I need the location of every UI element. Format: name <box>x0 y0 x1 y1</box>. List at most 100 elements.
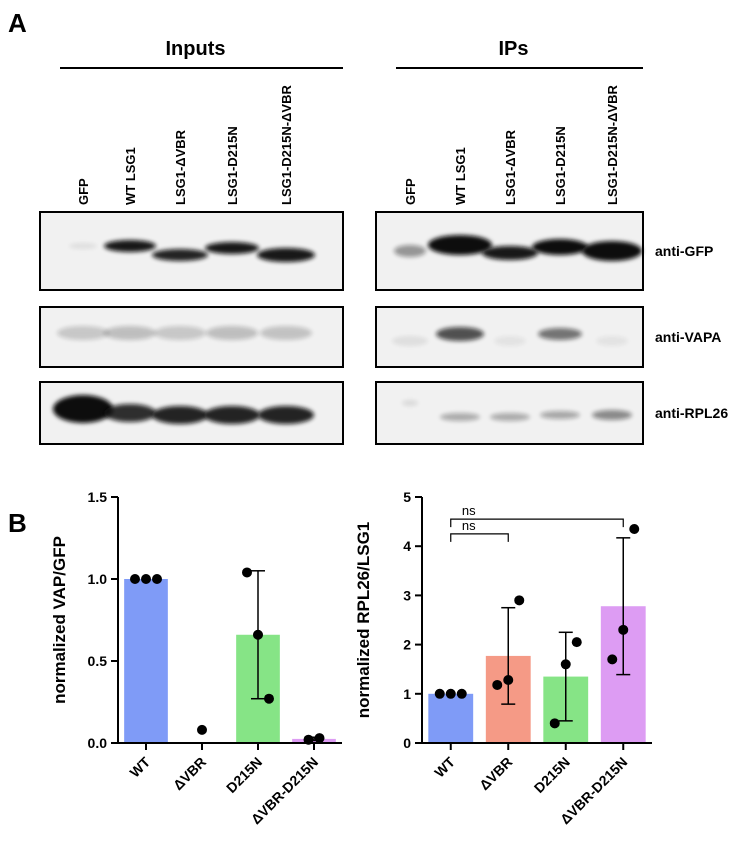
blot-band <box>205 242 259 254</box>
data-point <box>197 724 207 735</box>
blot-band <box>436 327 484 341</box>
blot-frame <box>39 211 344 291</box>
blot-band <box>490 413 530 421</box>
antibody-label: anti-GFP <box>655 243 713 259</box>
bar <box>428 693 474 743</box>
y-tick-label: 0.5 <box>88 653 108 669</box>
y-axis-label: normalized VAP/GFP <box>50 536 69 704</box>
data-point <box>242 567 252 578</box>
blot-frame <box>39 306 344 368</box>
lane-label: LSG1-D215N-ΔVBR <box>605 85 620 205</box>
blot-frame <box>375 306 644 368</box>
y-tick-label: 2 <box>403 637 411 653</box>
data-point <box>434 688 445 699</box>
significance-bracket <box>450 533 509 542</box>
significance-label: ns <box>462 503 476 518</box>
data-point <box>253 629 263 640</box>
blot-frame <box>375 211 644 291</box>
lane-label: GFP <box>76 178 91 205</box>
blot-band <box>154 326 206 340</box>
blot-band <box>260 326 312 340</box>
blot-band <box>104 326 156 340</box>
blot-band <box>394 245 426 257</box>
panel-label: A <box>8 8 27 38</box>
data-point <box>264 693 274 704</box>
blot-band <box>402 400 418 406</box>
blot-band <box>69 243 97 249</box>
error-bar <box>501 606 516 705</box>
x-tick-label: WT <box>126 753 153 780</box>
antibody-label: anti-RPL26 <box>655 405 728 421</box>
blot-band <box>152 249 208 261</box>
data-point <box>130 574 140 584</box>
blot-band <box>206 326 258 340</box>
x-tick-label: ΔVBR <box>476 754 515 793</box>
blot-frame <box>39 381 344 445</box>
blot-band <box>596 336 628 346</box>
blot-band <box>532 239 588 255</box>
blot-band <box>57 326 109 340</box>
panel-label: B <box>8 508 27 538</box>
significance-label: ns <box>462 518 476 533</box>
error-bar <box>616 537 631 676</box>
y-tick-label: 3 <box>403 587 411 603</box>
y-tick-label: 1.5 <box>88 489 108 505</box>
x-tick-label: D215N <box>223 754 265 796</box>
y-tick-label: 1.0 <box>88 571 108 587</box>
y-tick-label: 1 <box>403 686 411 702</box>
blot-band <box>494 336 526 346</box>
blot-group-title: Inputs <box>166 38 226 60</box>
lane-label: GFP <box>403 178 418 205</box>
data-point <box>571 637 582 648</box>
data-point <box>503 675 514 686</box>
y-tick-label: 0 <box>403 735 411 751</box>
blot-band <box>53 395 113 423</box>
data-point <box>618 624 629 635</box>
blot-band <box>440 413 480 421</box>
blot-band <box>592 410 632 420</box>
antibody-label: anti-VAPA <box>655 329 721 345</box>
blot-band <box>538 328 582 340</box>
lane-label: LSG1-ΔVBR <box>173 129 188 205</box>
x-tick-label: D215N <box>531 754 573 796</box>
data-point <box>492 679 503 690</box>
lane-label: LSG1-D215N-ΔVBR <box>279 85 294 205</box>
blot-band <box>258 406 314 424</box>
significance-bracket <box>450 518 624 528</box>
lane-label: LSG1-D215N <box>553 126 568 205</box>
data-point <box>314 733 325 744</box>
blot-band <box>104 404 156 422</box>
data-point <box>549 718 560 729</box>
blot-band <box>392 336 428 346</box>
blot-band <box>204 406 260 424</box>
x-tick-label: WT <box>431 753 458 780</box>
data-point <box>456 688 467 699</box>
blot-group-title: IPs <box>498 38 528 60</box>
x-tick-label: ΔVBR <box>170 754 209 793</box>
lane-label: LSG1-ΔVBR <box>503 129 518 205</box>
blot-band <box>152 406 208 424</box>
y-tick-label: 0.0 <box>88 735 108 751</box>
blot-band <box>428 235 492 255</box>
bar <box>124 579 168 743</box>
blot-band <box>540 411 580 419</box>
blot-frame <box>375 381 644 445</box>
data-point <box>629 523 640 534</box>
data-point <box>514 595 525 606</box>
y-axis-label: normalized RPL26/LSG1 <box>354 522 373 719</box>
data-point <box>152 574 162 584</box>
blot-band <box>482 246 538 260</box>
y-tick-label: 5 <box>403 489 411 505</box>
blot-band <box>257 248 315 262</box>
lane-label: WT LSG1 <box>123 147 138 205</box>
data-point <box>445 688 456 699</box>
lane-label: LSG1-D215N <box>225 126 240 205</box>
data-point <box>141 574 151 584</box>
y-tick-label: 4 <box>403 538 411 554</box>
lane-label: WT LSG1 <box>453 147 468 205</box>
blot-band <box>104 240 156 252</box>
error-bar <box>558 631 573 722</box>
blot-band <box>582 241 642 261</box>
data-point <box>560 659 571 670</box>
